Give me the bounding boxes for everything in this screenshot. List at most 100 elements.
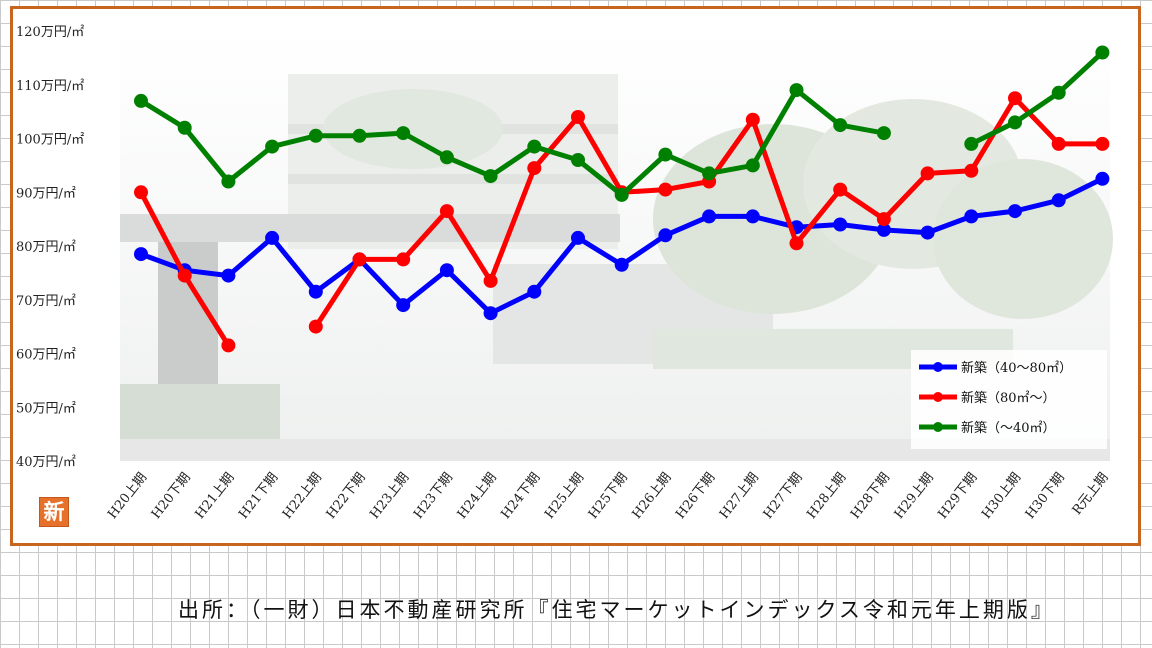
data-point — [483, 273, 498, 288]
data-point — [658, 182, 673, 197]
y-tick-label: 40万円/㎡ — [16, 455, 76, 470]
data-point — [658, 228, 673, 243]
data-point — [439, 263, 454, 278]
x-tick-label: H29上期 — [892, 470, 937, 522]
data-point — [1051, 85, 1066, 100]
data-point — [1008, 115, 1022, 130]
data-point — [1051, 193, 1066, 208]
data-point — [833, 217, 848, 232]
data-point — [571, 230, 585, 245]
y-tick-label: 110万円/㎡ — [16, 79, 84, 94]
x-tick-label: H25上期 — [542, 470, 587, 522]
x-tick-label: H27上期 — [717, 470, 762, 522]
line-chart: 40万円/㎡ 50万円/㎡ 60万円/㎡ 70万円/㎡ 80万円/㎡ 90万円/㎡ 100万… — [16, 25, 1113, 522]
x-tick-label: H27下期 — [761, 470, 806, 522]
y-tick-label: 70万円/㎡ — [16, 294, 76, 309]
new-badge-icon: 新 — [39, 497, 69, 527]
data-point — [1095, 136, 1110, 151]
series-0 — [134, 171, 1110, 321]
data-point — [745, 112, 760, 127]
data-point — [134, 93, 148, 108]
x-tick-label: H28上期 — [804, 470, 849, 522]
data-point — [308, 319, 323, 334]
x-axis-labels: H20上期H20下期H21上期H21下期H22上期H22下期H23上期H23下期… — [105, 470, 1111, 522]
data-point — [876, 126, 891, 141]
data-point — [221, 174, 236, 189]
data-point — [789, 83, 804, 98]
y-tick-label: 90万円/㎡ — [16, 186, 76, 201]
data-point — [964, 163, 979, 178]
data-point — [439, 150, 454, 165]
data-point — [964, 136, 979, 151]
data-point — [177, 120, 192, 135]
x-tick-label: H21下期 — [236, 470, 281, 522]
y-tick-label: 120万円/㎡ — [16, 25, 84, 40]
legend-label: 新築（～40㎡） — [961, 420, 1056, 436]
data-point — [571, 153, 585, 167]
legend-label: 新築（40～80㎡） — [961, 360, 1072, 376]
data-point — [265, 230, 280, 245]
y-tick-label: 100万円/㎡ — [16, 133, 84, 148]
data-point — [483, 306, 498, 321]
data-point — [571, 110, 585, 124]
y-tick-label: 50万円/㎡ — [16, 401, 76, 416]
y-tick-label: 80万円/㎡ — [16, 240, 76, 255]
legend-marker — [933, 422, 943, 432]
series-2 — [134, 45, 1110, 202]
data-point — [527, 161, 542, 176]
data-point — [527, 284, 542, 299]
data-point — [177, 268, 192, 283]
data-point — [265, 139, 280, 154]
series-layer — [134, 45, 1110, 353]
legend-marker — [933, 392, 943, 402]
x-tick-label: H23上期 — [367, 470, 412, 522]
data-point — [134, 185, 148, 200]
x-tick-label: H26下期 — [673, 470, 718, 522]
x-tick-label: H21上期 — [193, 470, 238, 522]
data-point — [658, 147, 673, 162]
data-point — [833, 182, 848, 197]
x-tick-label: H20下期 — [149, 470, 194, 522]
series-line — [970, 50, 1105, 147]
data-point — [876, 222, 891, 237]
data-point — [745, 209, 760, 224]
x-tick-label: H22下期 — [324, 470, 369, 522]
data-point — [702, 209, 717, 224]
data-point — [396, 252, 411, 267]
data-point — [833, 118, 848, 133]
data-point — [1095, 171, 1110, 186]
data-point — [1008, 204, 1022, 219]
x-tick-label: H20上期 — [105, 470, 150, 522]
chart-frame: 40万円/㎡ 50万円/㎡ 60万円/㎡ 70万円/㎡ 80万円/㎡ 90万円/㎡ 100万… — [10, 6, 1141, 546]
data-point — [920, 225, 935, 240]
x-tick-label: H30下期 — [1023, 470, 1068, 522]
x-tick-label: H23下期 — [411, 470, 456, 522]
x-tick-label: H22上期 — [280, 470, 325, 522]
series-1 — [134, 91, 1110, 353]
data-point — [308, 128, 323, 143]
data-point — [221, 268, 236, 283]
data-point — [876, 212, 891, 227]
legend-label: 新築（80㎡～） — [961, 390, 1056, 406]
data-point — [221, 338, 236, 353]
data-point — [920, 166, 935, 181]
data-point — [352, 252, 367, 267]
data-point — [439, 204, 454, 219]
data-point — [396, 126, 411, 141]
data-point — [527, 139, 542, 154]
data-point — [396, 298, 411, 313]
data-point — [1008, 91, 1022, 106]
x-tick-label: H28下期 — [848, 470, 893, 522]
data-point — [1095, 45, 1110, 60]
data-point — [614, 257, 629, 272]
source-caption: 出所：（一財）日本不動産研究所『住宅マーケットインデックス令和元年上期版』 — [178, 598, 1055, 622]
legend-marker — [933, 362, 943, 372]
data-point — [745, 158, 760, 173]
data-point — [352, 128, 367, 143]
x-tick-label: H26上期 — [630, 470, 675, 522]
y-axis-labels: 40万円/㎡ 50万円/㎡ 60万円/㎡ 70万円/㎡ 80万円/㎡ 90万円/㎡ 100万… — [16, 25, 84, 470]
data-point — [1051, 136, 1066, 151]
legend: 新築（40～80㎡） 新築（80㎡～） 新築（～40㎡） — [911, 350, 1107, 449]
series-line — [139, 87, 885, 198]
data-point — [964, 209, 979, 224]
